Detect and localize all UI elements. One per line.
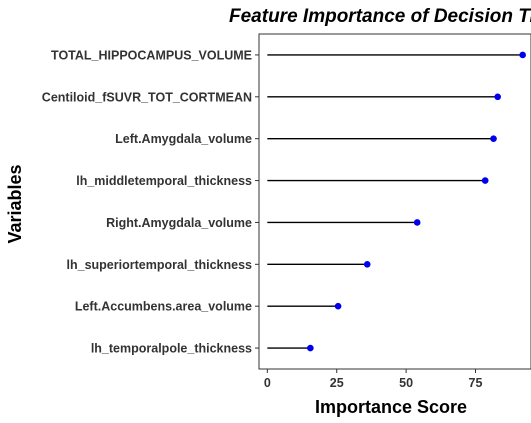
category-labels: TOTAL_HIPPOCAMPUS_VOLUME Centiloid_fSUVR_…: [42, 48, 259, 356]
x-tick-label: 50: [399, 376, 413, 390]
lollipop-point: [307, 344, 314, 352]
category-label: TOTAL_HIPPOCAMPUS_VOLUME: [51, 48, 252, 62]
lollipop-point: [494, 93, 501, 101]
lollipop-point: [490, 135, 497, 142]
x-tick-label: 0: [264, 376, 271, 390]
chart-marks: [267, 51, 526, 352]
x-axis-ticks: 0 25 50 75: [264, 369, 483, 390]
lollipop-point: [363, 261, 371, 268]
category-label: lh_middletemporal_thickness: [76, 174, 252, 188]
x-tick-label: 25: [330, 376, 344, 390]
category-label: Right.Amygdala_volume: [106, 216, 252, 230]
category-label: lh_temporalpole_thickness: [91, 342, 252, 356]
lollipop-point: [334, 302, 342, 310]
lollipop-point: [519, 51, 526, 59]
category-label: Centiloid_fSUVR_TOT_CORTMEAN: [42, 90, 252, 104]
chart-title: Feature Importance of Decision Tr: [229, 6, 531, 27]
category-label: Left.Accumbens.area_volume: [75, 300, 252, 314]
lollipop-point: [481, 177, 489, 184]
category-label: Left.Amygdala_volume: [115, 132, 252, 146]
x-tick-label: 75: [469, 376, 483, 390]
lollipop-point: [413, 219, 421, 226]
plot-panel: [258, 33, 531, 370]
y-axis-title: Variables: [5, 164, 25, 243]
x-axis-title: Importance Score: [315, 397, 467, 417]
category-label: lh_superiortemporal_thickness: [67, 258, 253, 272]
